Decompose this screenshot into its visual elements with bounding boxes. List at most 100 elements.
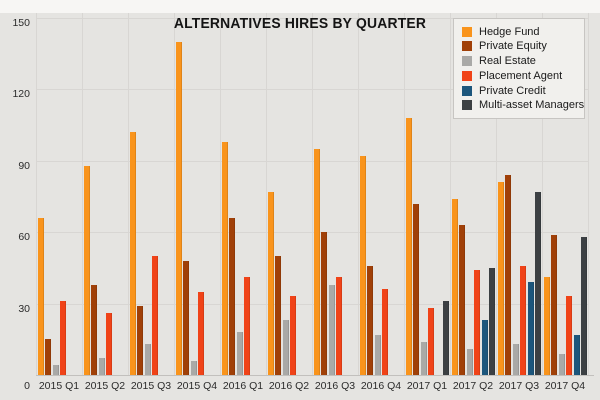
bar-hedge-fund (497, 182, 504, 375)
legend-label: Multi-asset Managers (479, 99, 585, 112)
vertical-gridline (82, 13, 83, 375)
x-axis-line (36, 375, 594, 376)
vertical-gridline (450, 13, 451, 375)
bar-hedge-fund (313, 148, 320, 375)
bar-hedge-fund (129, 132, 136, 375)
bar-hedge-fund (221, 141, 228, 375)
bar-multi-asset-managers (443, 301, 449, 375)
vertical-gridline (404, 13, 405, 375)
bar-private-equity (275, 256, 281, 375)
bar-hedge-fund (175, 41, 182, 375)
bar-real-estate (328, 284, 335, 375)
bar-placement-agent (566, 296, 572, 375)
bar-hedge-fund (359, 156, 366, 375)
vertical-gridline (496, 13, 497, 375)
bar-private-credit (527, 282, 534, 375)
legend-label: Private Credit (479, 84, 546, 97)
bar-hedge-fund (451, 198, 458, 375)
bar-hedge-fund (37, 217, 44, 375)
top-margin (0, 0, 600, 13)
vertical-gridline (542, 13, 543, 375)
bar-private-equity (551, 234, 557, 375)
bar-real-estate (558, 353, 565, 375)
bar-real-estate (190, 360, 197, 375)
y-tick-label: 120 (12, 88, 30, 101)
vertical-gridline (174, 13, 175, 375)
bar-placement-agent (198, 291, 204, 375)
bar-multi-asset-managers (489, 267, 495, 375)
vertical-gridline (266, 13, 267, 375)
x-tick-label: 2016 Q2 (268, 380, 310, 392)
bar-private-equity (137, 305, 143, 375)
bar-placement-agent (60, 301, 66, 375)
bar-real-estate (282, 320, 289, 375)
chart-title: ALTERNATIVES HIRES BY QUARTER (173, 16, 427, 32)
x-tick-label: 2017 Q4 (544, 380, 586, 392)
vertical-gridline (220, 13, 221, 375)
x-tick-label: 2016 Q1 (222, 380, 264, 392)
bar-placement-agent (152, 256, 158, 375)
bar-real-estate (420, 341, 427, 375)
bar-placement-agent (336, 277, 342, 375)
bar-placement-agent (428, 308, 434, 375)
bar-real-estate (52, 365, 59, 375)
y-tick-label: 30 (18, 302, 30, 315)
vertical-gridline (588, 13, 589, 375)
legend-swatch (462, 100, 472, 111)
bar-private-equity (229, 217, 235, 375)
bar-real-estate (236, 332, 243, 375)
legend-swatch (462, 70, 472, 81)
bar-private-equity (91, 284, 97, 375)
legend-item: Real Estate (462, 55, 576, 67)
legend-label: Hedge Fund (479, 25, 540, 38)
x-tick-label: 2017 Q2 (452, 380, 494, 392)
bar-real-estate (512, 344, 519, 375)
bar-hedge-fund (83, 165, 90, 375)
bar-placement-agent (290, 296, 296, 375)
y-tick-label: 0 (24, 380, 30, 392)
legend-swatch (462, 41, 472, 52)
y-tick-label: 150 (12, 17, 30, 29)
legend-label: Real Estate (479, 55, 536, 68)
vertical-gridline (36, 13, 37, 375)
legend-item: Multi-asset Managers (462, 99, 584, 111)
x-tick-label: 2015 Q3 (130, 380, 172, 392)
bar-private-credit (481, 320, 488, 375)
bar-real-estate (466, 348, 473, 375)
bar-multi-asset-managers (581, 236, 587, 375)
bar-multi-asset-managers (535, 191, 541, 375)
x-tick-label: 2017 Q1 (406, 380, 448, 392)
bar-private-equity (321, 232, 327, 375)
legend-item: Private Equity (462, 40, 576, 52)
legend-swatch (462, 85, 472, 96)
x-tick-label: 2015 Q2 (84, 380, 126, 392)
vertical-gridline (358, 13, 359, 375)
bar-placement-agent (106, 313, 112, 375)
x-tick-label: 2017 Q3 (498, 380, 540, 392)
bar-placement-agent (474, 270, 480, 375)
legend-item: Hedge Fund (462, 26, 576, 38)
bar-private-equity (183, 260, 189, 375)
bar-private-equity (505, 175, 511, 375)
legend-label: Placement Agent (479, 69, 563, 82)
y-tick-label: 90 (18, 159, 30, 172)
legend-swatch (462, 26, 472, 37)
bar-private-equity (459, 225, 465, 375)
bar-private-equity (45, 339, 51, 375)
bar-private-equity (413, 203, 419, 375)
legend-item: Placement Agent (462, 70, 576, 82)
x-tick-label: 2016 Q4 (360, 380, 402, 392)
bar-real-estate (374, 334, 381, 375)
vertical-gridline (128, 13, 129, 375)
bar-hedge-fund (543, 277, 550, 375)
legend: Hedge Fund Private Equity Real Estate Place… (453, 18, 585, 119)
bar-real-estate (144, 344, 151, 375)
bar-real-estate (98, 358, 105, 375)
bar-placement-agent (244, 277, 250, 375)
bar-placement-agent (382, 289, 388, 375)
y-tick-label: 60 (18, 231, 30, 244)
bar-private-equity (367, 265, 373, 375)
vertical-gridline (312, 13, 313, 375)
bar-hedge-fund (267, 191, 274, 375)
